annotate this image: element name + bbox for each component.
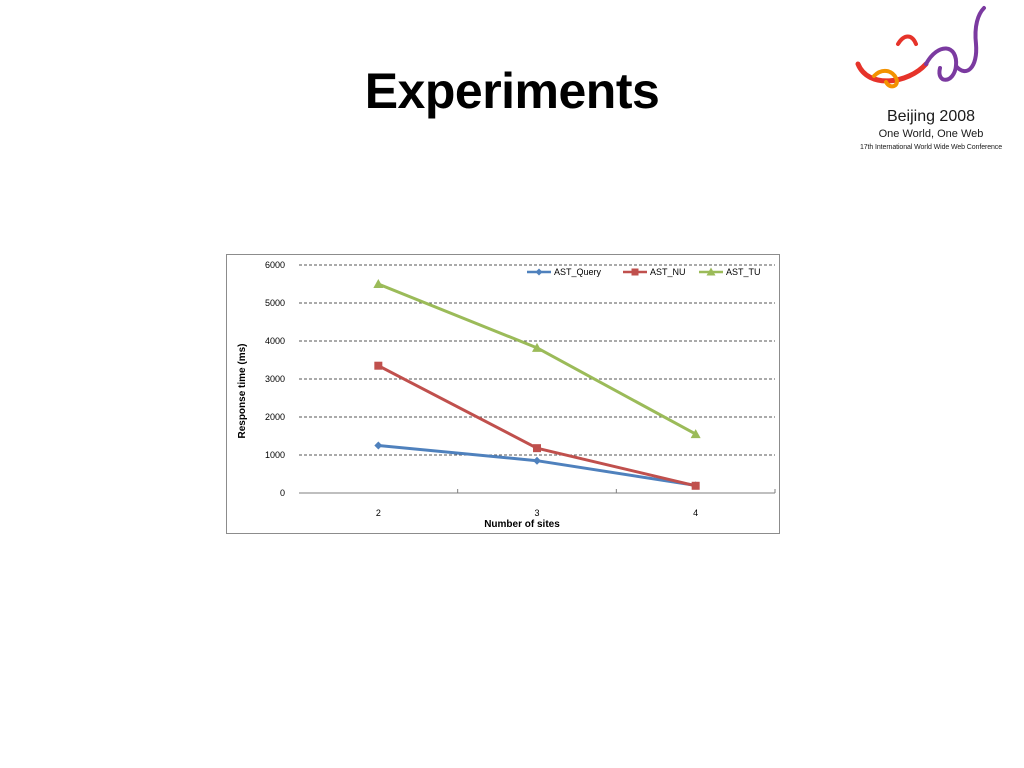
- data-point: [690, 429, 701, 439]
- series-AST_NU: [374, 361, 700, 490]
- legend-item: AST_TU: [699, 267, 761, 277]
- legend-label: AST_Query: [554, 267, 602, 277]
- data-point: [533, 444, 541, 453]
- x-tick-label: 3: [534, 508, 539, 518]
- legend-label: AST_TU: [726, 267, 761, 277]
- axes: [299, 489, 776, 494]
- grid-lines: [299, 264, 775, 456]
- legend-marker: [631, 268, 639, 276]
- x-tick-label: 2: [376, 508, 381, 518]
- x-axis-label: Number of sites: [484, 519, 560, 530]
- y-axis-label: Response time (ms): [237, 343, 248, 438]
- series-line: [377, 364, 697, 488]
- legend-label: AST_NU: [650, 267, 686, 277]
- y-tick-label: 6000: [265, 260, 285, 270]
- logo-line-3: 17th International World Wide Web Confer…: [859, 144, 1003, 151]
- legend-item: AST_NU: [623, 267, 686, 277]
- logo-ribbon-icon: [855, 6, 986, 89]
- y-tick-label: 5000: [265, 298, 285, 308]
- y-tick-label: 3000: [265, 374, 285, 384]
- beijing-2008-logo: Beijing 2008 One World, One Web 17th Int…: [838, 4, 1024, 164]
- y-tick-label: 0: [280, 488, 285, 498]
- legend-item: AST_Query: [527, 267, 602, 277]
- legend-marker: [706, 267, 716, 276]
- data-point: [532, 342, 542, 352]
- tick-labels: 0 1000 2000 3000 4000 5000 6000 2 3 4: [265, 260, 698, 518]
- data-point: [374, 441, 383, 450]
- y-tick-label: 1000: [265, 450, 285, 460]
- line-chart: 0 1000 2000 3000 4000 5000 6000 2 3 4 AST_Query AS…: [226, 254, 780, 534]
- series-lines: [373, 279, 701, 490]
- data-point: [691, 481, 700, 490]
- y-tick-label: 2000: [265, 412, 285, 422]
- series-line: [377, 282, 697, 436]
- x-tick-label: 4: [693, 508, 698, 518]
- logo-line-1: Beijing 2008: [886, 108, 976, 125]
- legend: AST_Query AST_NU AST_TU: [527, 267, 761, 277]
- slide-title: Experiments: [364, 63, 660, 119]
- data-point: [374, 361, 383, 370]
- logo-line-2: One World, One Web: [878, 128, 984, 140]
- data-point: [373, 279, 384, 288]
- legend-marker: [535, 268, 543, 276]
- series-AST_TU: [373, 279, 701, 439]
- y-tick-label: 4000: [265, 336, 285, 346]
- data-point: [533, 456, 541, 465]
